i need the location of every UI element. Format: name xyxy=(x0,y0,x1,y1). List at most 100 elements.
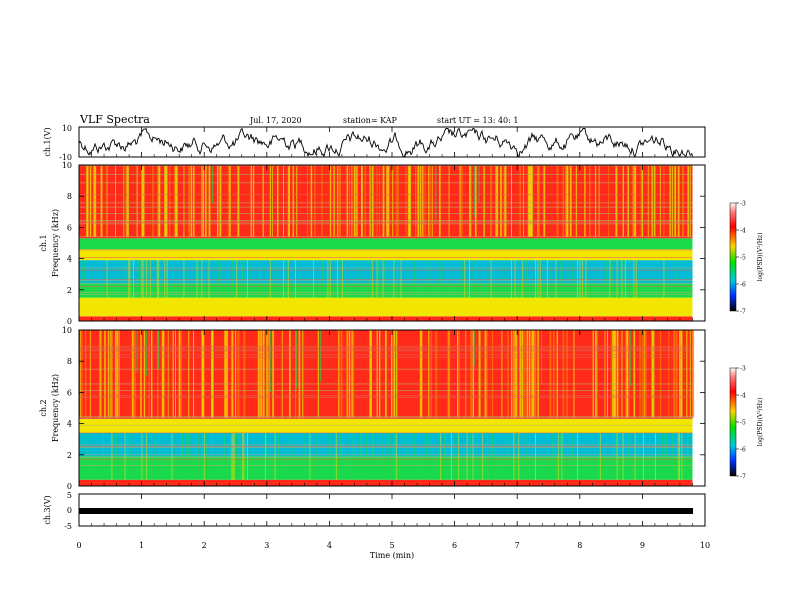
colorbar-tick-label: -5 xyxy=(740,255,746,262)
spectrogram-streak xyxy=(376,330,378,418)
spectrogram-streak xyxy=(337,165,338,237)
spectrogram-streak xyxy=(501,330,503,418)
spectrogram-streak xyxy=(676,330,678,418)
y-tick-label: 2 xyxy=(67,451,72,460)
spectrogram-streak xyxy=(231,432,233,480)
spectrogram-streak xyxy=(233,432,235,480)
spectrogram-streak xyxy=(406,432,408,480)
spectrogram-streak xyxy=(635,260,637,298)
spectrogram-streak xyxy=(555,260,557,298)
spectrogram-streak xyxy=(493,260,494,298)
spectrogram-streak xyxy=(219,260,221,298)
spectrogram-streak xyxy=(514,330,516,418)
x-tick-label: 4 xyxy=(327,541,332,550)
spectrogram-streak xyxy=(296,330,298,389)
ch2-spec-ylabel-frequency: Frequency (kHz) xyxy=(51,374,60,442)
spectrogram-streak xyxy=(154,432,156,480)
spectrogram-streak xyxy=(490,260,492,298)
spectrogram-streak xyxy=(352,330,355,418)
spectrogram-streak xyxy=(352,432,354,480)
spectrogram-streak xyxy=(535,260,536,298)
spectrogram-streak xyxy=(622,165,624,237)
spectrogram-streak xyxy=(543,165,546,237)
spectrogram-streak xyxy=(100,165,103,237)
spectrogram-streak xyxy=(208,260,210,298)
spectrogram-streak xyxy=(512,330,514,418)
spectrogram-streak xyxy=(651,165,653,237)
spectrogram-streak xyxy=(219,165,222,237)
spectrogram-streak xyxy=(651,330,654,418)
spectrogram-streak xyxy=(197,260,199,298)
spectrogram-line xyxy=(79,446,693,448)
spectrogram-streak xyxy=(681,432,683,480)
ch2-spectrogram-heatmap xyxy=(79,330,695,486)
spectrogram-streak xyxy=(175,165,177,237)
spectrogram-streak xyxy=(376,260,378,298)
spectrogram-streak xyxy=(273,260,275,298)
spectrogram-streak xyxy=(93,165,96,237)
spectrogram-streak xyxy=(553,330,555,418)
spectrogram-streak xyxy=(247,432,248,480)
spectrogram-streak xyxy=(329,432,331,480)
spectrogram-streak xyxy=(562,330,565,418)
spectrogram-streak xyxy=(333,165,335,237)
spectrogram-streak xyxy=(146,260,148,298)
spectrogram-streak xyxy=(137,260,139,298)
date-label: Jul. 17, 2020 xyxy=(249,116,302,125)
spectrogram-streak xyxy=(527,165,530,237)
spectrogram-streak xyxy=(176,165,178,237)
spectrogram-streak xyxy=(231,330,234,418)
spectrogram-streak xyxy=(364,165,366,237)
spectrogram-streak xyxy=(335,432,337,480)
spectrogram-streak xyxy=(147,260,149,298)
ch1-spectrogram-panel: 0 2 4 6 8 10 ch.1 Frequency (kHz) -3 -4 -5 -6 -7 … xyxy=(39,161,764,326)
x-tick-label: 3 xyxy=(264,541,269,550)
spectrogram-streak xyxy=(674,165,677,237)
spectrogram-streak xyxy=(377,260,379,298)
spectrogram-streak xyxy=(157,260,158,298)
spectrogram-streak xyxy=(653,165,656,237)
spectrogram-streak xyxy=(633,165,635,237)
spectrogram-streak xyxy=(491,330,494,418)
spectrogram-streak xyxy=(107,330,110,418)
spectrogram-streak xyxy=(238,432,240,480)
spectrogram-streak xyxy=(397,165,399,237)
spectrogram-streak xyxy=(143,330,146,418)
colorbar-tick-label: -7 xyxy=(740,309,746,316)
spectrogram-streak xyxy=(470,330,473,418)
spectrogram-line xyxy=(79,279,693,280)
spectrogram-streak xyxy=(415,165,417,237)
colorbar-tick-label: -5 xyxy=(740,420,746,427)
spectrogram-streak xyxy=(163,330,165,418)
spectrogram-streak xyxy=(370,330,372,418)
ch3-ytick-5: 5 xyxy=(67,491,72,500)
spectrogram-streak xyxy=(583,260,584,298)
spectrogram-line xyxy=(79,454,693,456)
spectrogram-band xyxy=(79,316,693,321)
spectrogram-streak xyxy=(525,260,527,298)
spectrogram-streak xyxy=(664,432,666,480)
spectrogram-streak xyxy=(124,260,126,298)
spectrogram-streak xyxy=(675,260,677,298)
spectrogram-streak xyxy=(296,165,298,237)
spectrogram-streak xyxy=(659,165,661,237)
spectrogram-streak xyxy=(111,432,113,480)
spectrogram-streak xyxy=(302,330,304,418)
spectrogram-streak xyxy=(665,432,667,480)
spectrogram-streak xyxy=(128,260,130,298)
spectrogram-streak xyxy=(634,165,637,237)
spectrogram-streak xyxy=(453,432,455,480)
spectrogram-streak xyxy=(327,260,329,298)
spectrogram-streak xyxy=(513,330,515,418)
spectrogram-streak xyxy=(161,330,164,418)
spectrogram-streak xyxy=(373,432,374,480)
spectrogram-streak xyxy=(633,260,635,298)
spectrogram-streak xyxy=(87,432,89,480)
spectrogram-streak xyxy=(539,260,541,298)
spectrogram-streak xyxy=(99,330,102,418)
x-tick-label: 2 xyxy=(202,541,207,550)
spectrogram-streak xyxy=(317,330,319,418)
ch1-spec-ylabel-channel: ch.1 xyxy=(39,234,48,251)
spectrogram-line xyxy=(79,395,693,397)
